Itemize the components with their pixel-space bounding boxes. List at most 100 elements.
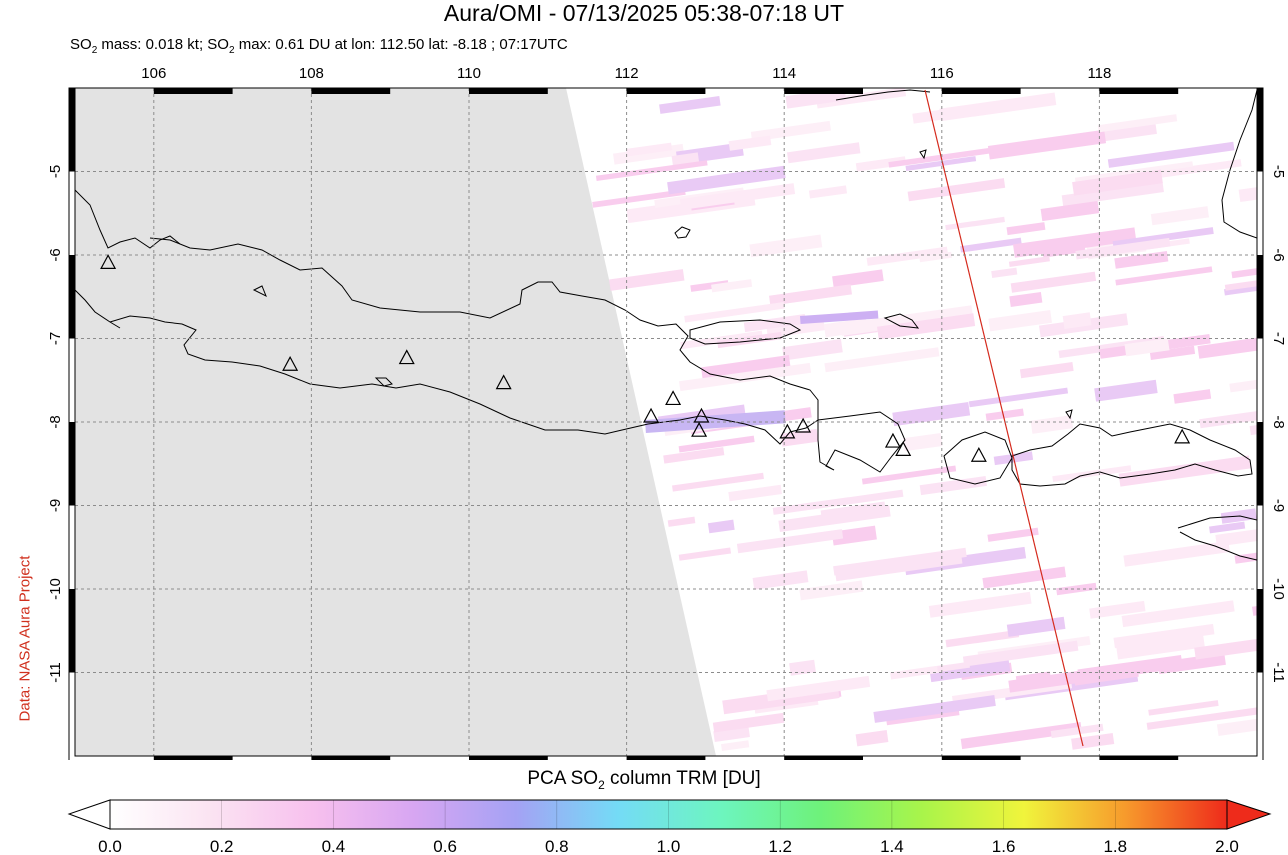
frame-tick-bars [69, 88, 1263, 760]
lat-tick-label-right: -11 [1270, 662, 1287, 683]
so2-pixel [929, 659, 1011, 683]
frame-bar [469, 756, 548, 760]
so2-pixel [832, 269, 884, 288]
so2-pixel [912, 103, 987, 124]
so2-pixel [982, 566, 1067, 589]
sumbawa-coast [1011, 423, 1253, 487]
so2-pixel [1062, 312, 1092, 329]
colorbar-tick-label: 0.0 [98, 837, 122, 855]
lat-tick-label-right: -8 [1270, 415, 1287, 428]
frame-bar [311, 88, 391, 94]
so2-pixel [1008, 256, 1050, 267]
lon-tick-label-top: 118 [1087, 65, 1111, 82]
so2-pixel [1006, 222, 1046, 236]
frame-bar [1257, 422, 1263, 506]
so2-pixel [1058, 336, 1165, 359]
volcano-triangle-icon [1174, 428, 1191, 444]
so2-pixel [728, 135, 772, 151]
so2-pixel [968, 387, 1069, 408]
so2-pixel [736, 529, 844, 554]
lat-tick-label-right: -7 [1270, 332, 1287, 345]
colorbar-tick-label: 1.2 [768, 837, 792, 855]
so2-pixel [833, 547, 967, 576]
so2-pixel [1224, 269, 1257, 291]
frame-bar [469, 88, 548, 94]
so2-pixel [1149, 345, 1196, 361]
so2-pixel [1146, 705, 1257, 730]
so2-pixel [855, 730, 889, 747]
so2-pixel [663, 447, 725, 464]
so2-pixel [855, 156, 907, 172]
so2-pixel [919, 251, 953, 263]
so2-pixel [1231, 261, 1257, 279]
so2-pixel [782, 339, 843, 361]
lat-tick-label-left: -9 [47, 499, 64, 512]
so2-pixel [766, 675, 871, 702]
lat-tick-label-right: -5 [1270, 165, 1287, 178]
so2-pixel [840, 305, 974, 336]
sumatra-coast [75, 189, 181, 329]
so2-pixel [595, 160, 708, 181]
frame-bar [153, 756, 233, 760]
so2-pixel [873, 695, 996, 723]
so2-pixel [960, 237, 1022, 253]
graticule [75, 88, 1257, 756]
lon-tick-label-top: 110 [457, 65, 481, 82]
so2-pixel [799, 580, 864, 601]
so2-pixel [1157, 652, 1226, 675]
so2-pixel [1089, 600, 1146, 619]
so2-pixel [678, 435, 755, 453]
so2-pixel [1013, 227, 1137, 258]
so2-pixel [988, 310, 1052, 332]
so2-pixel [987, 129, 1107, 160]
bali-coast [817, 411, 906, 473]
so2-pixel [1115, 266, 1213, 286]
so2-pixel [888, 147, 997, 168]
so2-pixel [808, 185, 848, 199]
so2-pixel [1194, 631, 1257, 660]
volcano-triangle-icon [398, 349, 415, 365]
so2-pixel [904, 546, 1027, 576]
so2-pixel [1009, 291, 1043, 307]
so2-pixel [667, 516, 696, 527]
so2-pixel [1124, 338, 1170, 357]
lat-tick-label-left: -5 [47, 165, 64, 178]
so2-pixel [711, 279, 753, 293]
lat-tick-label-left: -8 [47, 415, 64, 428]
so2-pixels [592, 88, 1257, 752]
so2-pixel [1077, 654, 1183, 683]
so2-pixel [1008, 669, 1091, 693]
volcano-triangle-icon [693, 407, 710, 423]
so2-pixel [1050, 723, 1104, 739]
so2-pixel [690, 280, 729, 292]
so2-pixel [1056, 582, 1097, 596]
so2-pixel [1061, 181, 1164, 207]
so2-pixel [700, 355, 791, 379]
so2-pixel [1173, 389, 1212, 404]
colorbar-tick-label: 1.8 [1103, 837, 1127, 855]
frame-bar [941, 88, 1021, 94]
volcano-triangle-icon [282, 355, 299, 371]
so2-pixel [960, 722, 1082, 750]
frame-bar [153, 88, 233, 94]
so2-pixel [778, 505, 891, 532]
colorbar-under-arrow [67, 799, 111, 830]
lat-tick-label-right: -6 [1270, 248, 1287, 261]
so2-pixel [780, 428, 819, 447]
lon-tick-label-top: 114 [772, 65, 796, 82]
so2-pixel [1019, 362, 1074, 379]
volcano-triangle-icon [643, 407, 660, 423]
so2-pixel [1114, 251, 1169, 269]
so2-pixel [1224, 276, 1257, 296]
colorbar-tick-label: 1.4 [880, 837, 904, 855]
lon-tick-label-top: 106 [141, 65, 166, 82]
so2-pixel [905, 156, 977, 171]
so2-pixel [1097, 114, 1178, 133]
so2-pixel [717, 331, 783, 349]
frame-bar [69, 422, 75, 506]
so2-pixel [752, 570, 809, 590]
so2-pixel [902, 432, 943, 452]
so2-pixel [1010, 271, 1097, 293]
so2-pixel [1123, 540, 1230, 567]
axis-tick-labels: 1061061081081101101121121141141161161181… [47, 65, 1287, 683]
